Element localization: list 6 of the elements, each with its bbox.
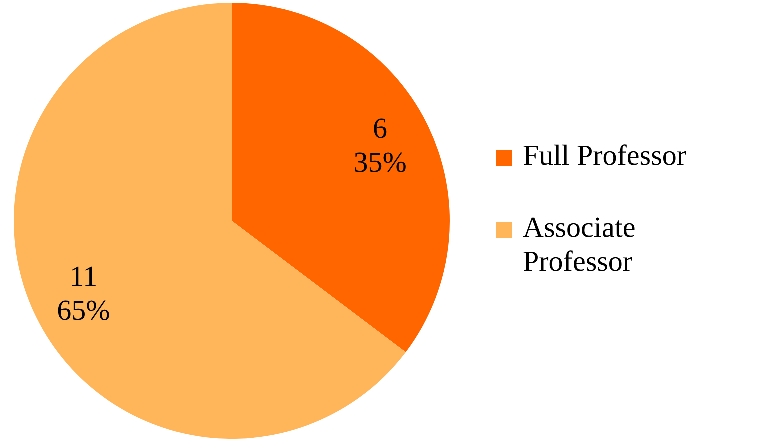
pie-slice xyxy=(14,3,406,439)
pie-slice xyxy=(232,3,450,352)
legend-label: Full Professor xyxy=(523,140,687,172)
legend-label: Associate Professor xyxy=(523,212,636,278)
data-label: 11 65% xyxy=(57,260,110,327)
data-label: 6 35% xyxy=(354,112,407,179)
